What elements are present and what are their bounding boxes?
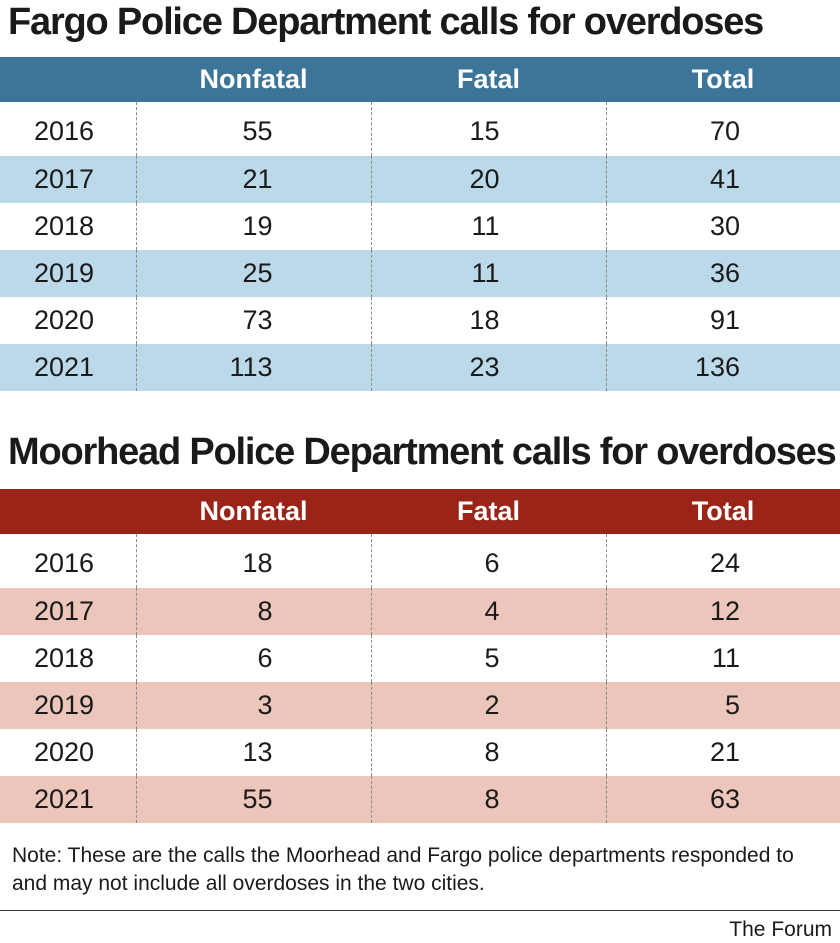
fatal-cell: 20 xyxy=(371,156,607,203)
nonfatal-cell: 55 xyxy=(136,102,372,156)
fatal-cell: 5 xyxy=(371,635,607,682)
fatal-cell: 23 xyxy=(371,344,607,391)
moorhead-table-title: Moorhead Police Department calls for ove… xyxy=(8,431,837,473)
nonfatal-cell: 55 xyxy=(136,776,372,823)
nonfatal-cell: 113 xyxy=(136,344,372,391)
nonfatal-cell: 25 xyxy=(136,250,372,297)
column-header-fatal: Fatal xyxy=(371,57,606,102)
total-cell: 12 xyxy=(606,588,840,635)
total-cell: 41 xyxy=(606,156,840,203)
fatal-cell: 11 xyxy=(371,203,607,250)
nonfatal-cell: 3 xyxy=(136,682,372,729)
fatal-cell: 4 xyxy=(371,588,607,635)
divider xyxy=(0,910,840,911)
column-header-total: Total xyxy=(606,489,840,534)
source-credit: The Forum xyxy=(729,918,832,941)
column-header-year xyxy=(0,489,136,534)
fatal-cell: 6 xyxy=(371,534,607,588)
year-cell: 2021 xyxy=(0,344,137,391)
nonfatal-cell: 19 xyxy=(136,203,372,250)
year-cell: 2018 xyxy=(0,635,137,682)
table-header-row: Nonfatal Fatal Total xyxy=(0,489,840,534)
table-row: 2019 3 2 5 xyxy=(0,682,840,729)
table-row: 2018 6 5 11 xyxy=(0,635,840,682)
total-cell: 70 xyxy=(709,115,740,146)
table-row: 2021 113 23 136 xyxy=(0,344,840,391)
nonfatal-cell: 21 xyxy=(136,156,372,203)
year-cell: 2021 xyxy=(0,776,137,823)
fatal-cell: 2 xyxy=(371,682,607,729)
year-cell: 2020 xyxy=(0,729,137,776)
table-row: 2019 25 11 36 xyxy=(0,250,840,297)
moorhead-overdose-table: Nonfatal Fatal Total 2016 18 6 24 2017 8… xyxy=(0,489,840,823)
total-cell: 36 xyxy=(606,250,840,297)
table-row: 2017 8 4 12 xyxy=(0,588,840,635)
total-cell: 30 xyxy=(709,211,740,241)
fatal-cell: 18 xyxy=(371,297,607,344)
total-cell: 11 xyxy=(711,643,740,673)
year-cell: 2016 xyxy=(0,102,137,156)
fatal-cell: 8 xyxy=(371,729,607,776)
year-cell: 2019 xyxy=(0,682,137,729)
total-cell: 63 xyxy=(606,776,840,823)
year-cell: 2019 xyxy=(0,250,137,297)
table-row: 2020 13 8 21 xyxy=(0,729,840,776)
table-row: 2021 55 8 63 xyxy=(0,776,840,823)
nonfatal-cell: 13 xyxy=(136,729,372,776)
total-cell: 24 xyxy=(709,547,740,578)
total-cell: 91 xyxy=(709,305,740,335)
year-cell: 2016 xyxy=(0,534,137,588)
nonfatal-cell: 18 xyxy=(136,534,372,588)
nonfatal-cell: 73 xyxy=(136,297,372,344)
nonfatal-cell: 6 xyxy=(136,635,372,682)
footnote: Note: These are the calls the Moorhead a… xyxy=(12,844,794,895)
table-row: 2018 19 11 30 xyxy=(0,203,840,250)
year-cell: 2017 xyxy=(0,588,137,635)
column-header-year xyxy=(0,57,136,102)
column-header-fatal: Fatal xyxy=(371,489,606,534)
total-cell: 5 xyxy=(606,682,840,729)
column-header-nonfatal: Nonfatal xyxy=(136,489,371,534)
table-row: 2017 21 20 41 xyxy=(0,156,840,203)
table-row: 2016 18 6 24 xyxy=(0,534,840,588)
year-cell: 2017 xyxy=(0,156,137,203)
table-row: 2020 73 18 91 xyxy=(0,297,840,344)
year-cell: 2018 xyxy=(0,203,137,250)
nonfatal-cell: 8 xyxy=(136,588,372,635)
total-cell: 21 xyxy=(709,737,740,767)
table-header-row: Nonfatal Fatal Total xyxy=(0,57,840,102)
table-row: 2016 55 15 70 xyxy=(0,102,840,156)
fatal-cell: 15 xyxy=(371,102,607,156)
column-header-total: Total xyxy=(606,57,840,102)
total-cell: 136 xyxy=(606,344,840,391)
fargo-overdose-table: Nonfatal Fatal Total 2016 55 15 70 2017 … xyxy=(0,57,840,391)
column-header-nonfatal: Nonfatal xyxy=(136,57,371,102)
year-cell: 2020 xyxy=(0,297,137,344)
fatal-cell: 11 xyxy=(371,250,607,297)
fargo-table-title: Fargo Police Department calls for overdo… xyxy=(8,1,764,43)
fatal-cell: 8 xyxy=(371,776,607,823)
